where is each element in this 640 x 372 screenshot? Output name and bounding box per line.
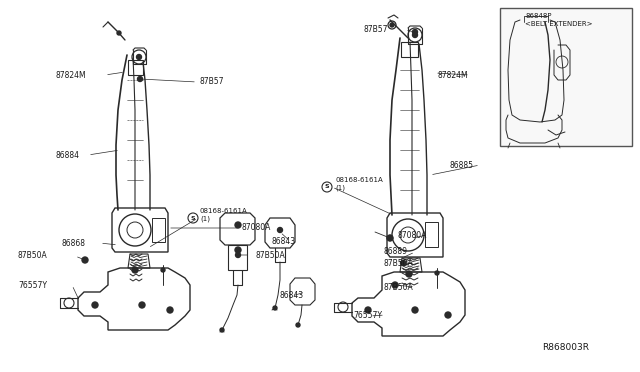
Circle shape bbox=[92, 302, 98, 308]
Circle shape bbox=[136, 55, 141, 60]
Text: 87B50A: 87B50A bbox=[18, 251, 48, 260]
Text: 87080A: 87080A bbox=[242, 224, 271, 232]
Text: 87B50A: 87B50A bbox=[383, 282, 413, 292]
Circle shape bbox=[278, 228, 282, 232]
Circle shape bbox=[406, 271, 412, 277]
Circle shape bbox=[390, 23, 394, 27]
Circle shape bbox=[445, 312, 451, 318]
Bar bbox=[500, 8, 632, 146]
Text: S: S bbox=[191, 215, 195, 221]
Text: 76557Y: 76557Y bbox=[353, 311, 382, 320]
Circle shape bbox=[401, 260, 406, 266]
Text: 87824M: 87824M bbox=[55, 71, 86, 80]
Text: 87B57: 87B57 bbox=[363, 26, 387, 35]
Text: 86868: 86868 bbox=[62, 238, 86, 247]
Text: 87080A: 87080A bbox=[398, 231, 428, 240]
Circle shape bbox=[412, 307, 418, 313]
Text: 86889: 86889 bbox=[383, 247, 407, 257]
Circle shape bbox=[392, 282, 398, 288]
Text: 86843: 86843 bbox=[280, 292, 304, 301]
Circle shape bbox=[220, 328, 224, 332]
Circle shape bbox=[117, 31, 121, 35]
Text: 86885: 86885 bbox=[450, 160, 474, 170]
Text: S: S bbox=[324, 185, 330, 189]
Circle shape bbox=[296, 323, 300, 327]
Text: 87824M: 87824M bbox=[438, 71, 468, 80]
Circle shape bbox=[413, 32, 417, 38]
Text: 76557Y: 76557Y bbox=[18, 280, 47, 289]
Circle shape bbox=[365, 307, 371, 313]
Circle shape bbox=[413, 29, 417, 35]
Text: 87B50A: 87B50A bbox=[383, 259, 413, 267]
Text: 87B57: 87B57 bbox=[200, 77, 225, 87]
Circle shape bbox=[236, 253, 241, 257]
Text: 87B50A: 87B50A bbox=[255, 250, 285, 260]
Circle shape bbox=[139, 302, 145, 308]
Circle shape bbox=[82, 257, 88, 263]
Circle shape bbox=[161, 268, 165, 272]
Circle shape bbox=[138, 77, 143, 81]
Circle shape bbox=[273, 306, 277, 310]
Circle shape bbox=[387, 235, 393, 241]
Circle shape bbox=[435, 271, 439, 275]
Text: 86884: 86884 bbox=[55, 151, 79, 160]
Text: 86843: 86843 bbox=[272, 237, 296, 246]
Text: R868003R: R868003R bbox=[542, 343, 589, 353]
Circle shape bbox=[387, 235, 392, 241]
Circle shape bbox=[132, 267, 138, 273]
Circle shape bbox=[235, 222, 241, 228]
Circle shape bbox=[167, 307, 173, 313]
Text: 08168-6161A
(1): 08168-6161A (1) bbox=[335, 177, 383, 191]
Circle shape bbox=[235, 247, 241, 253]
Text: 08168-6161A
(1): 08168-6161A (1) bbox=[200, 208, 248, 222]
Text: 86848P
<BELT EXTENDER>: 86848P <BELT EXTENDER> bbox=[525, 13, 593, 26]
